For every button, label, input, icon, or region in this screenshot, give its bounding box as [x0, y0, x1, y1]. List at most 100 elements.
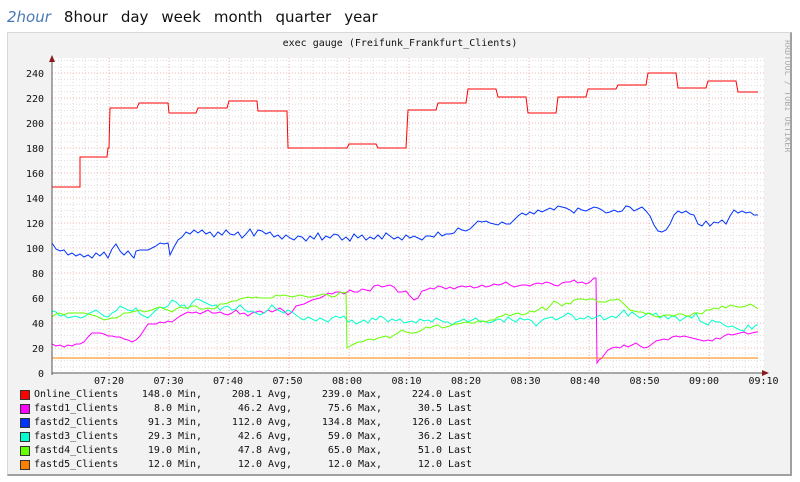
legend-series-name: fastd1_Clients — [34, 403, 119, 414]
legend-max: 12.0 — [327, 459, 352, 470]
legend-row: fastd5_Clients 12.0 Min, 12.0 Avg, 12.0 Max… — [20, 458, 490, 472]
x-tick-label: 08:40 — [570, 376, 600, 387]
legend-swatch-orange — [20, 460, 30, 470]
legend-last: 30.5 — [417, 403, 442, 414]
legend-min: 8.0 — [153, 403, 172, 414]
legend-max: 239.0 — [321, 389, 352, 400]
x-tick-label: 08:00 — [332, 376, 362, 387]
y-tick-label: 40 — [32, 319, 44, 330]
legend-last-label: Last — [448, 403, 473, 414]
x-tick-label: 08:20 — [451, 376, 481, 387]
legend-min-label: Min, — [178, 431, 203, 442]
legend-min-label: Min, — [178, 403, 203, 414]
x-tick-label: 08:50 — [629, 376, 659, 387]
x-tick-label: 07:30 — [153, 376, 183, 387]
y-tick-label: 120 — [26, 219, 44, 230]
x-tick-label: 07:20 — [94, 376, 124, 387]
legend-avg: 208.1 — [231, 389, 262, 400]
legend-swatch-red — [20, 390, 30, 400]
legend-avg-label: Avg, — [268, 459, 293, 470]
tab-2hour[interactable]: 2hour — [7, 8, 51, 26]
legend-avg-label: Avg, — [268, 445, 293, 456]
series-fastd1-clients — [51, 277, 758, 365]
tab-8hour[interactable]: 8hour — [63, 8, 108, 26]
legend-avg-label: Avg, — [268, 417, 293, 428]
legend-avg: 112.0 — [231, 417, 262, 428]
legend-max: 65.0 — [327, 445, 352, 456]
legend-last: 51.0 — [417, 445, 442, 456]
y-tick-label: 220 — [26, 94, 44, 105]
y-tick-label: 140 — [26, 194, 44, 205]
series-fastd4-clients — [51, 291, 759, 349]
legend-swatch-green — [20, 446, 30, 456]
legend: Online_Clients 148.0 Min, 208.1 Avg, 239.0… — [20, 388, 490, 472]
y-tick-label: 60 — [32, 294, 44, 305]
legend-row: fastd3_Clients 29.3 Min, 42.6 Avg, 59.0 Max… — [20, 430, 490, 444]
x-tick-label: 07:50 — [272, 376, 302, 387]
legend-series-name: fastd3_Clients — [34, 431, 119, 442]
tab-week[interactable]: week — [161, 8, 201, 26]
graph-title: exec gauge (Freifunk_Frankfurt_Clients) — [282, 38, 518, 49]
x-tick-label: 08:10 — [391, 376, 421, 387]
legend-min: 12.0 — [147, 459, 172, 470]
legend-max-label: Max, — [358, 445, 383, 456]
y-tick-label: 0 — [38, 369, 44, 380]
x-tick-label: 07:40 — [213, 376, 243, 387]
legend-last: 12.0 — [417, 459, 442, 470]
legend-last-label: Last — [448, 417, 473, 428]
legend-series-name: fastd5_Clients — [34, 459, 119, 470]
legend-max-label: Max, — [358, 389, 383, 400]
legend-avg: 42.6 — [237, 431, 262, 442]
series-online-clients — [52, 72, 758, 188]
legend-avg-label: Avg, — [268, 431, 293, 442]
legend-avg: 47.8 — [237, 445, 262, 456]
legend-max-label: Max, — [358, 459, 383, 470]
legend-min-label: Min, — [178, 459, 203, 470]
tab-month[interactable]: month — [213, 8, 263, 26]
legend-min: 19.0 — [147, 445, 172, 456]
legend-series-name: Online_Clients — [34, 389, 119, 400]
legend-last-label: Last — [448, 431, 473, 442]
legend-min-label: Min, — [178, 417, 203, 428]
y-tick-label: 20 — [32, 344, 44, 355]
legend-last: 36.2 — [417, 431, 442, 442]
legend-avg: 12.0 — [237, 459, 262, 470]
tab-quarter[interactable]: quarter — [275, 8, 332, 26]
legend-min: 91.3 — [147, 417, 172, 428]
legend-row: fastd1_Clients 8.0 Min, 46.2 Avg, 75.6 Max,… — [20, 402, 490, 416]
legend-max: 75.6 — [327, 403, 352, 414]
legend-swatch-blue — [20, 418, 30, 428]
y-tick-label: 100 — [26, 244, 44, 255]
x-tick-label: 08:30 — [510, 376, 540, 387]
legend-row: fastd4_Clients 19.0 Min, 47.8 Avg, 65.0 Max… — [20, 444, 490, 458]
legend-avg: 46.2 — [237, 403, 262, 414]
legend-series-name: fastd4_Clients — [34, 445, 119, 456]
legend-row: Online_Clients 148.0 Min, 208.1 Avg, 239.0… — [20, 388, 490, 402]
x-tick-label: 09:10 — [748, 376, 778, 387]
legend-max: 59.0 — [327, 431, 352, 442]
series-fastd3-clients — [51, 298, 758, 332]
tab-year[interactable]: year — [344, 8, 378, 26]
y-tick-label: 200 — [26, 119, 44, 130]
y-tick-label: 80 — [32, 269, 44, 280]
legend-min-label: Min, — [178, 445, 203, 456]
legend-series-name: fastd2_Clients — [34, 417, 119, 428]
legend-swatch-magenta — [20, 404, 30, 414]
legend-min-label: Min, — [178, 389, 203, 400]
y-tick-label: 160 — [26, 169, 44, 180]
legend-min: 29.3 — [147, 431, 172, 442]
y-tick-label: 180 — [26, 144, 44, 155]
y-tick-label: 240 — [26, 69, 44, 80]
tab-day[interactable]: day — [120, 8, 149, 26]
legend-max: 134.8 — [321, 417, 352, 428]
legend-last: 126.0 — [411, 417, 442, 428]
series-fastd2-clients — [51, 205, 758, 260]
legend-last: 224.0 — [411, 389, 442, 400]
time-range-tabs: 2hour 8hour day week month quarter year — [7, 6, 391, 28]
legend-last-label: Last — [448, 459, 473, 470]
x-tick-label: 09:00 — [689, 376, 719, 387]
legend-avg-label: Avg, — [268, 389, 293, 400]
legend-row: fastd2_Clients 91.3 Min, 112.0 Avg, 134.8 M… — [20, 416, 490, 430]
legend-min: 148.0 — [141, 389, 172, 400]
